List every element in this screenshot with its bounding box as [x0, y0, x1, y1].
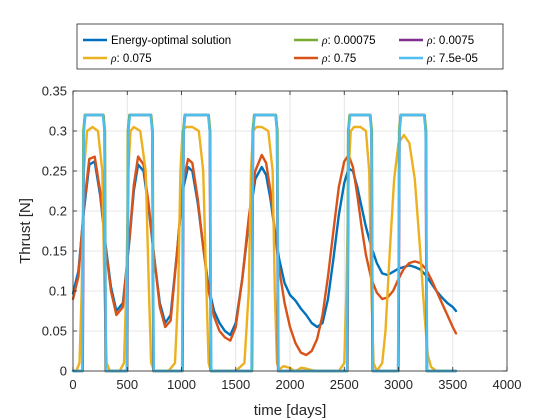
- y-tick-label: 0.35: [42, 84, 67, 99]
- x-tick-label: 1000: [167, 377, 196, 392]
- x-tick-label: 4000: [493, 377, 522, 392]
- x-tick-label: 2000: [276, 377, 305, 392]
- x-tick-label: 3500: [438, 377, 467, 392]
- y-tick-label: 0.3: [49, 124, 67, 139]
- x-tick-label: 1500: [221, 377, 250, 392]
- legend-label: ρ: 0.0075: [426, 35, 474, 47]
- legend-label: ρ: 7.5e-05: [426, 53, 478, 65]
- x-tick-label: 0: [69, 377, 76, 392]
- x-tick-label: 3000: [384, 377, 413, 392]
- series-line-1: [71, 153, 458, 357]
- legend-label: ρ: 0.00075: [321, 35, 376, 47]
- legend: Energy-optimal solution ρ: 0.075 ρ: 0.0007…: [76, 23, 504, 70]
- tick-labels: 0 500 1000 1500 2000 2500 3000 3500 4000 0 0.05 0.1…: [42, 84, 522, 393]
- legend-label: ρ: 0.075: [110, 53, 152, 65]
- series-line-2: [71, 125, 444, 373]
- legend-label: Energy-optimal solution: [111, 35, 231, 47]
- y-tick-label: 0: [60, 364, 67, 379]
- ticks: [72, 90, 508, 372]
- y-tick-label: 0.1: [49, 284, 67, 299]
- x-axis-label: time [days]: [254, 402, 327, 419]
- y-tick-label: 0.05: [42, 324, 67, 339]
- x-tick-label: 2500: [330, 377, 359, 392]
- legend-label: ρ: 0.75: [321, 53, 356, 65]
- x-tick-label: 500: [116, 377, 138, 392]
- y-tick-label: 0.15: [42, 244, 67, 259]
- legend-box: [76, 23, 504, 70]
- y-tick-label: 0.2: [49, 204, 67, 219]
- y-tick-label: 0.25: [42, 164, 67, 179]
- y-axis-label: Thrust [N]: [17, 198, 34, 264]
